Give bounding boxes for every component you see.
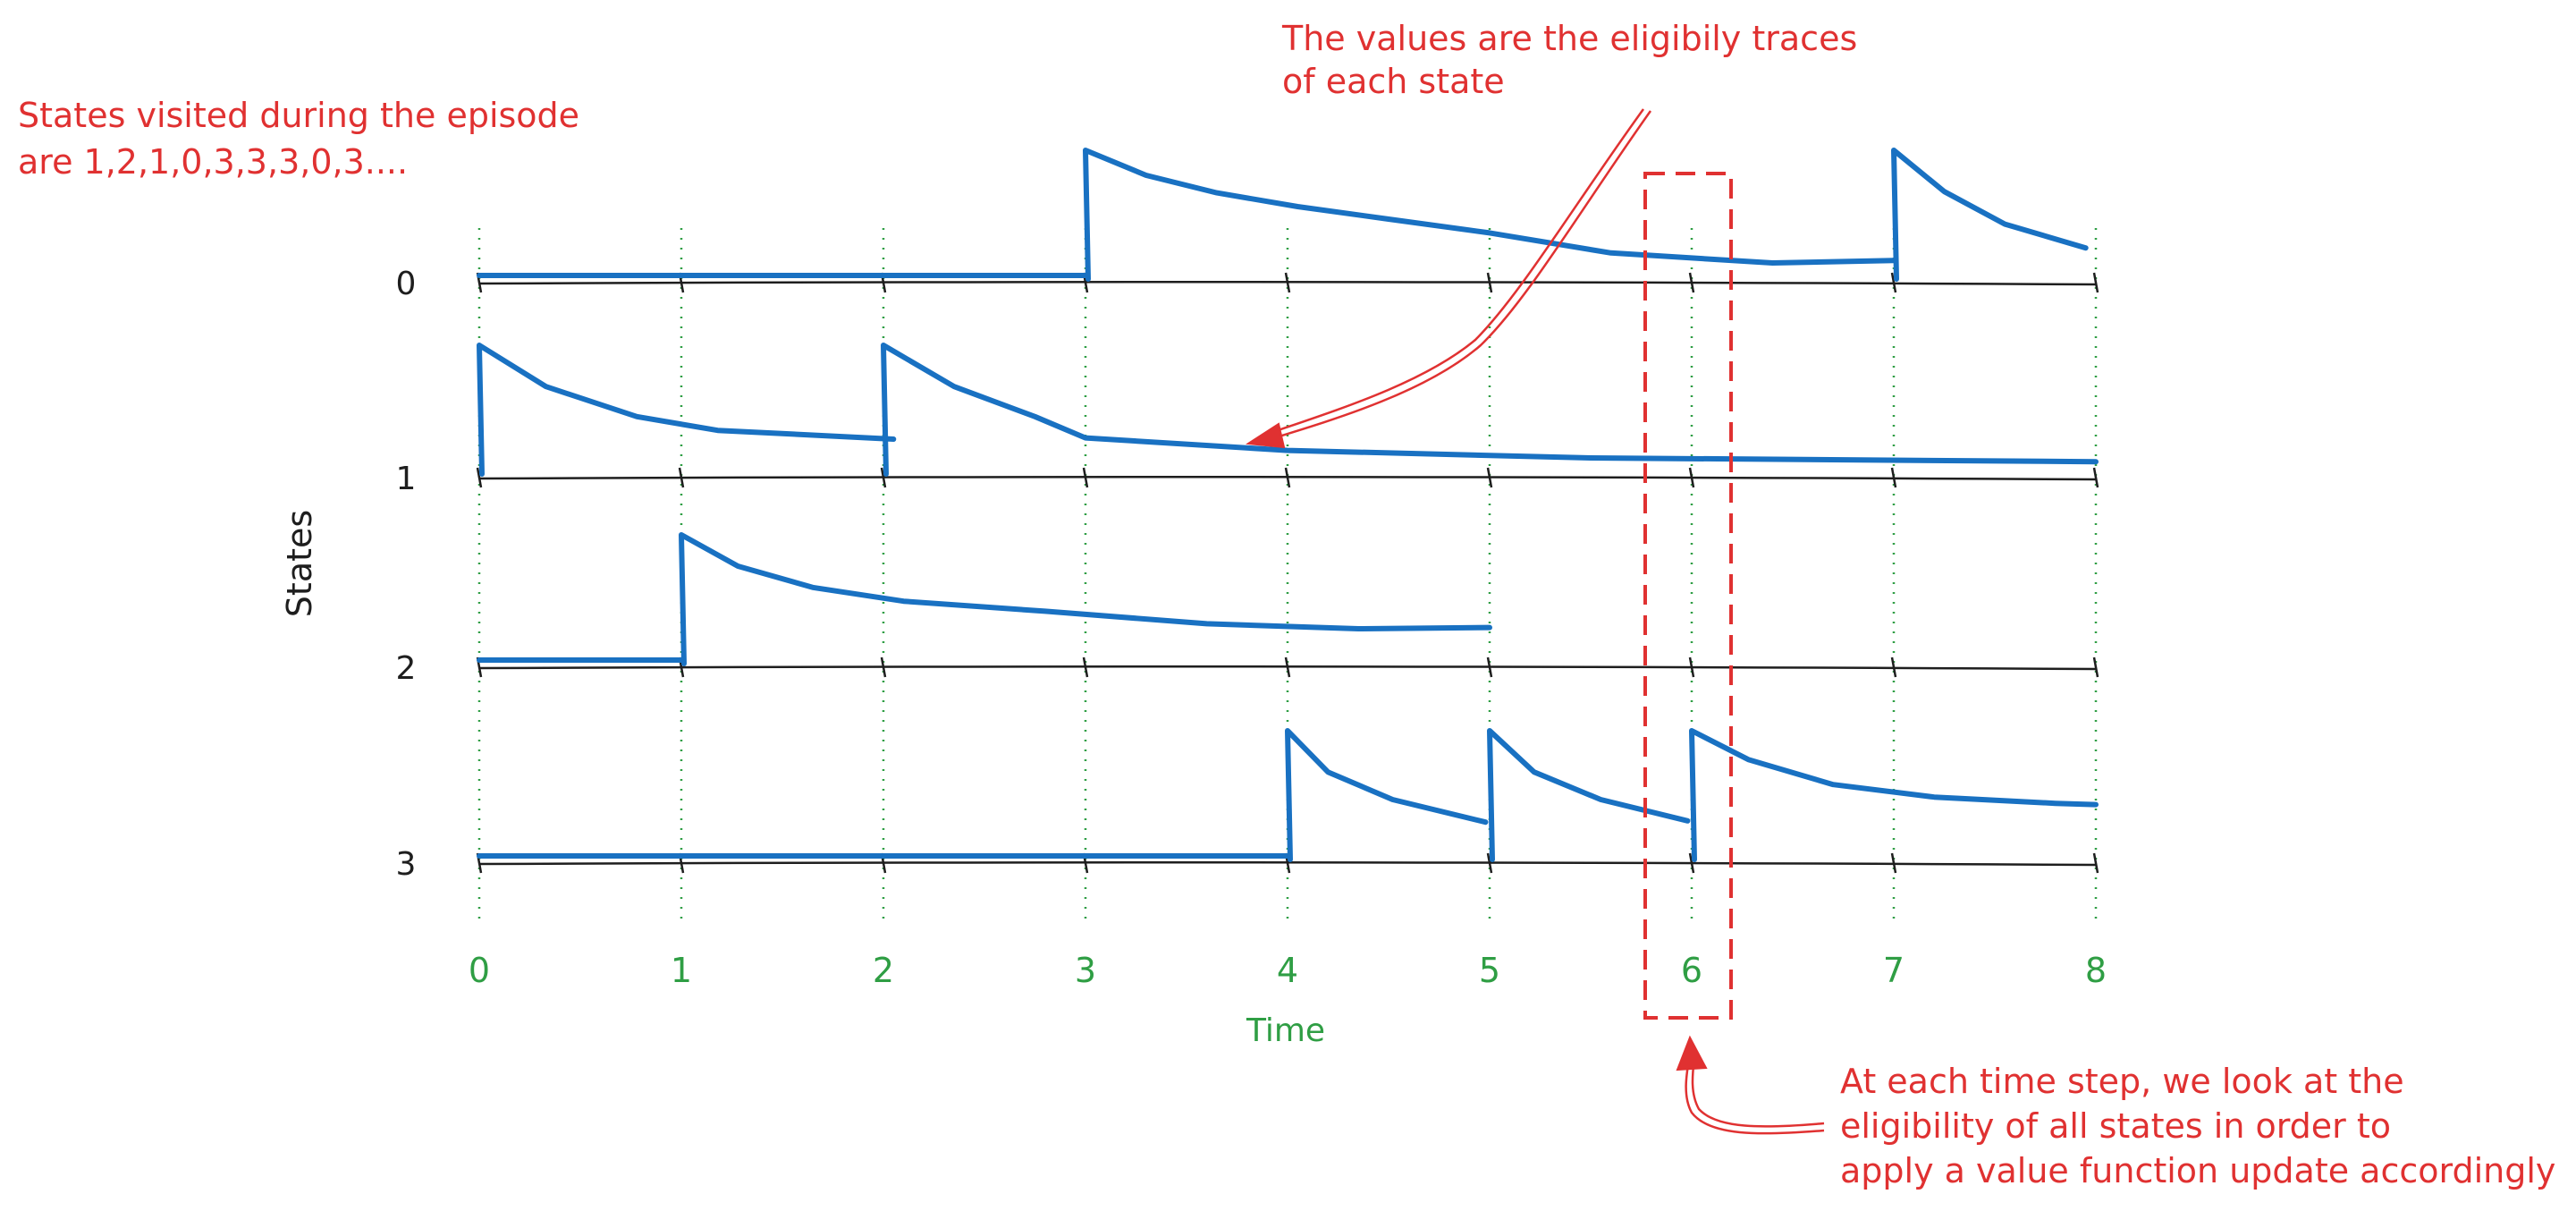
state-label-0: 0 bbox=[396, 266, 417, 302]
update-note-line-3: apply a value function update accordingl… bbox=[1840, 1151, 2555, 1190]
trace-note: The values are the eligibily traces of e… bbox=[1281, 19, 1868, 101]
baseline-tick bbox=[2092, 656, 2099, 678]
states-visited-line-1: States visited during the episode bbox=[18, 96, 579, 135]
baseline-tick bbox=[1688, 467, 1695, 488]
baseline-tick bbox=[1890, 852, 1897, 874]
time-tick-label-0: 0 bbox=[469, 951, 490, 990]
baseline-tick bbox=[2092, 467, 2099, 488]
state-baselines bbox=[476, 272, 2099, 874]
time-tick-label-3: 3 bbox=[1075, 951, 1096, 990]
baseline-tick bbox=[1284, 656, 1291, 678]
baseline-tick bbox=[1890, 272, 1897, 293]
x-axis-title: Time bbox=[1246, 1012, 1325, 1049]
baseline-tick bbox=[880, 467, 887, 488]
trace-state-0 bbox=[477, 148, 2089, 282]
time-tick-label-6: 6 bbox=[1681, 951, 1702, 990]
baseline-tick bbox=[1688, 656, 1695, 678]
baseline-tick bbox=[1284, 272, 1291, 293]
trace-state-3 bbox=[477, 728, 2099, 862]
baseline-tick bbox=[1486, 656, 1493, 678]
update-note: At each time step, we look at the eligib… bbox=[1840, 1062, 2555, 1190]
baseline-tick bbox=[1486, 852, 1493, 874]
baseline-tick bbox=[1284, 467, 1291, 488]
baseline-tick bbox=[678, 467, 685, 488]
time-tick-label-8: 8 bbox=[2085, 951, 2107, 990]
state-label-1: 1 bbox=[396, 461, 417, 497]
y-axis-title: States bbox=[280, 510, 319, 617]
baseline-tick bbox=[2092, 852, 2099, 874]
baseline-tick bbox=[1486, 272, 1493, 293]
baseline-tick bbox=[1486, 467, 1493, 488]
trace-note-line-2: of each state bbox=[1282, 62, 1505, 101]
state-label-2: 2 bbox=[396, 650, 417, 687]
baseline-tick bbox=[1082, 467, 1089, 488]
baseline-tick bbox=[1688, 272, 1695, 293]
trace-segment-2-1 bbox=[679, 532, 1492, 666]
time-tick-label-4: 4 bbox=[1277, 951, 1298, 990]
baseline-tick bbox=[880, 656, 887, 678]
baseline-tick bbox=[1688, 852, 1695, 874]
baseline-tick bbox=[1890, 656, 1897, 678]
trace-segment-3-3 bbox=[1689, 728, 2099, 862]
update-note-line-1: At each time step, we look at the bbox=[1840, 1062, 2404, 1101]
baseline-tick bbox=[1890, 467, 1897, 488]
baseline-tick bbox=[476, 467, 483, 488]
trace-segment-1-1 bbox=[881, 343, 2099, 477]
time-tick-label-1: 1 bbox=[671, 951, 692, 990]
states-visited-line-2: are 1,2,1,0,3,3,3,0,3.... bbox=[18, 142, 408, 182]
trace-segment-3-2 bbox=[1487, 728, 1691, 862]
trace-state-2 bbox=[477, 532, 1492, 666]
axis-labels: 0 1 2 3 4 5 6 7 8 0 1 2 3 bbox=[396, 266, 2107, 990]
eligibility-traces bbox=[477, 148, 2099, 862]
time-tick-label-7: 7 bbox=[1883, 951, 1905, 990]
state-label-3: 3 bbox=[396, 846, 417, 883]
baseline-tick bbox=[2092, 272, 2099, 293]
trace-state-1 bbox=[477, 343, 2099, 477]
time-step-highlight-box bbox=[1643, 172, 1733, 1020]
states-visited-note: States visited during the episode are 1,… bbox=[18, 96, 590, 182]
time-tick-label-2: 2 bbox=[873, 951, 894, 990]
update-note-line-2: eligibility of all states in order to bbox=[1840, 1106, 2391, 1146]
trace-note-arrow bbox=[1246, 108, 1652, 449]
baseline-tick bbox=[1082, 656, 1089, 678]
time-tick-label-5: 5 bbox=[1479, 951, 1500, 990]
trace-segment-0-1 bbox=[1083, 148, 1896, 282]
update-note-arrow bbox=[1676, 1035, 1825, 1135]
trace-segment-1-0 bbox=[477, 343, 897, 477]
trace-note-line-1: The values are the eligibily traces bbox=[1281, 19, 1857, 58]
trace-segment-3-1 bbox=[1285, 728, 1489, 862]
trace-segment-0-2 bbox=[1891, 148, 2089, 282]
